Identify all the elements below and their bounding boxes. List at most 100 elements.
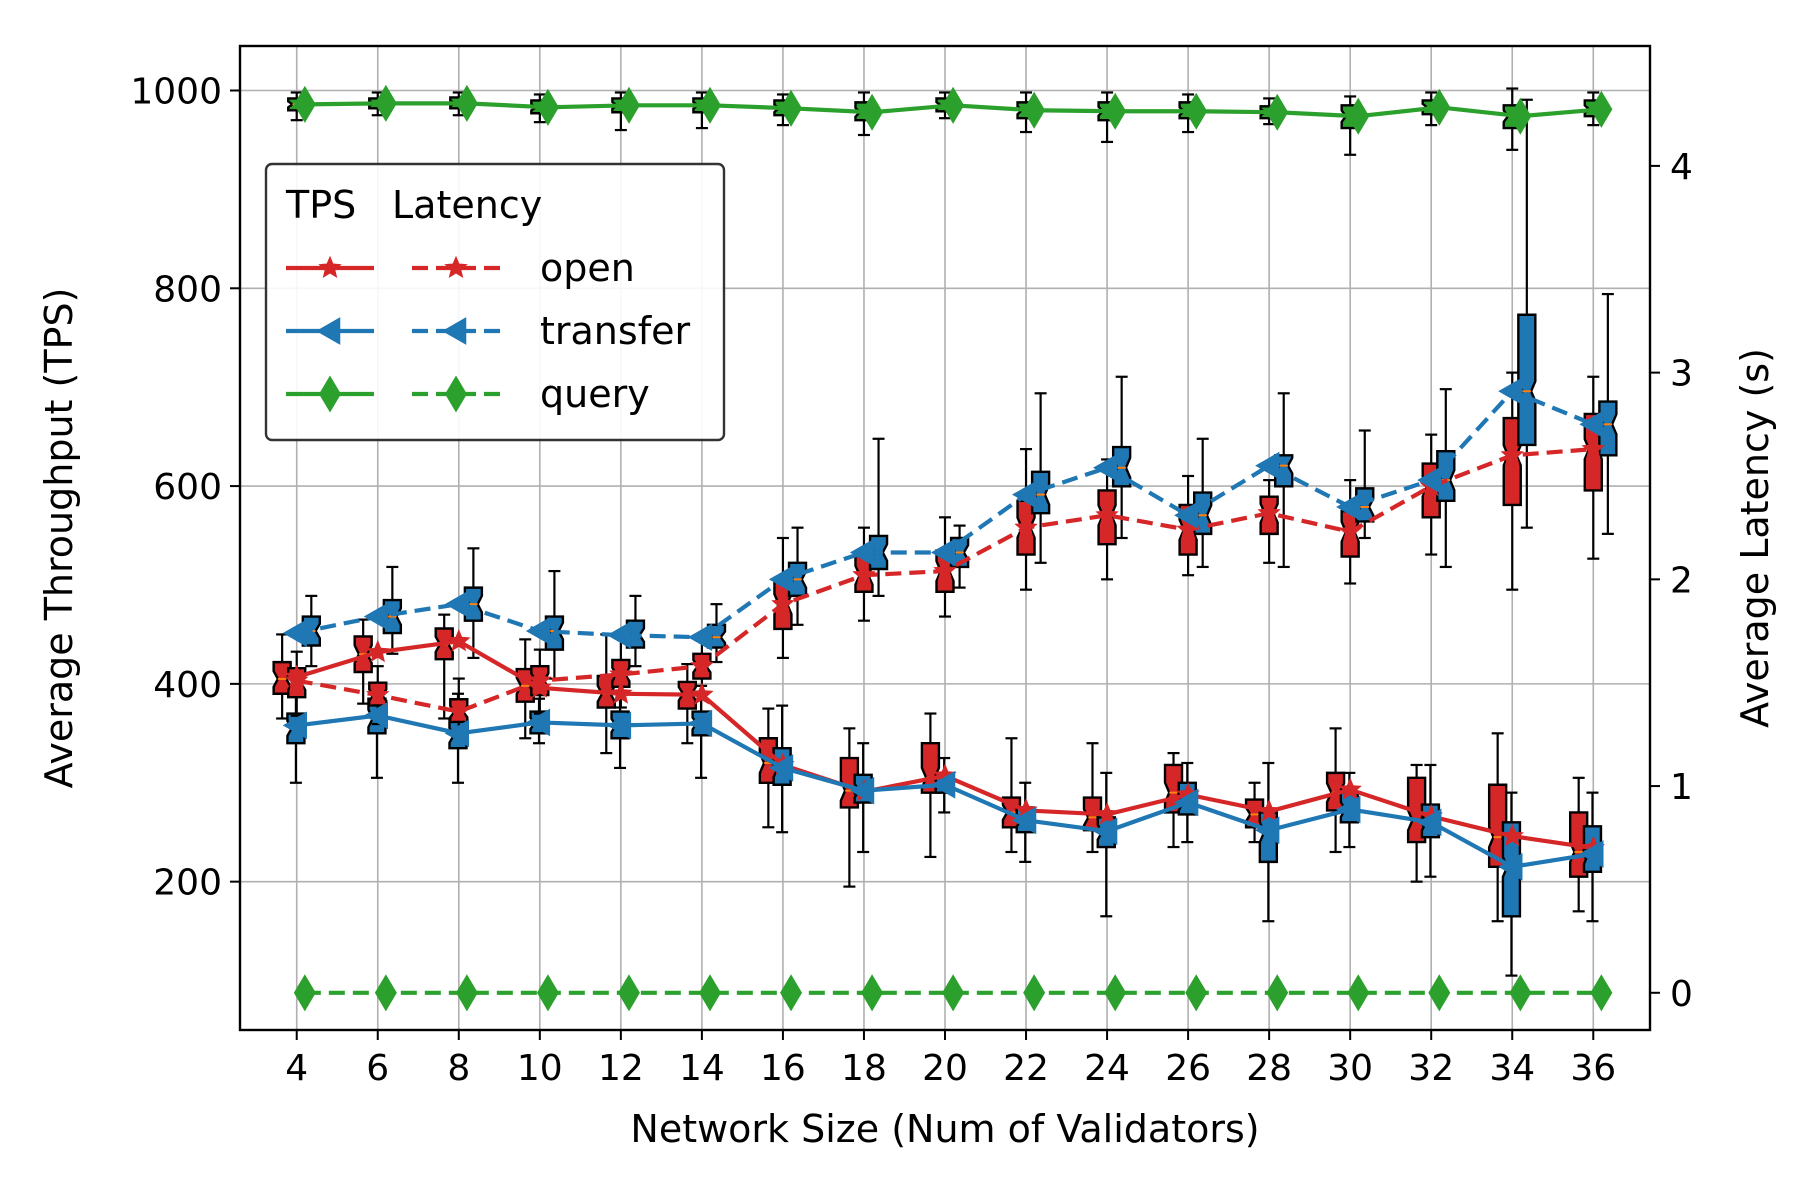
- legend-frame: [264, 162, 726, 442]
- series-point: [930, 770, 956, 799]
- x-tick-label: 26: [1165, 1048, 1211, 1089]
- y-right-tick-label: 4: [1670, 147, 1693, 188]
- series-point: [1257, 500, 1281, 524]
- series-point: [1500, 443, 1524, 466]
- series-point: [1509, 974, 1532, 1012]
- series-point: [1417, 808, 1442, 837]
- series-point: [1095, 802, 1119, 825]
- series-point: [771, 591, 795, 615]
- series-point: [528, 668, 552, 691]
- series-point: [444, 590, 470, 619]
- series-transfer-latency: [282, 377, 1604, 652]
- y-right-tick-label: 2: [1670, 560, 1693, 601]
- series-point: [861, 93, 884, 131]
- series-point: [1104, 974, 1127, 1012]
- series-point: [1023, 974, 1046, 1012]
- series-point: [930, 538, 956, 567]
- series-point: [1338, 519, 1362, 542]
- series-point: [293, 974, 316, 1012]
- legend-marker: [319, 375, 341, 413]
- series-point: [536, 974, 559, 1012]
- series-point: [606, 711, 632, 740]
- series-point: [1590, 974, 1613, 1012]
- series-point: [1347, 97, 1370, 135]
- series-point: [699, 974, 721, 1012]
- series-point: [1579, 840, 1604, 868]
- x-tick-label: 22: [1003, 1048, 1049, 1089]
- y-left-tick-label: 800: [153, 269, 222, 310]
- series-point: [1428, 88, 1451, 126]
- y-right-tick-label: 3: [1670, 354, 1693, 395]
- series-point: [687, 623, 713, 652]
- boxplot-transfer-latency: [301, 98, 1618, 680]
- x-tick-label: 34: [1489, 1048, 1535, 1089]
- series-point: [447, 699, 471, 722]
- series-point: [780, 89, 803, 127]
- series-point: [780, 974, 803, 1012]
- series-point: [1104, 92, 1127, 130]
- boxplot-open-tps: [272, 613, 1589, 923]
- series-point: [444, 719, 470, 748]
- y-axis-left-label: Average Throughput (TPS): [37, 288, 81, 789]
- series-query-latency: [293, 974, 1613, 1012]
- series-point: [1509, 97, 1532, 135]
- series-point: [536, 88, 559, 126]
- x-tick-label: 8: [447, 1048, 470, 1089]
- x-tick-label: 30: [1327, 1048, 1373, 1089]
- series-point: [1174, 501, 1199, 530]
- legend-header-latency: Latency: [392, 183, 542, 227]
- series-point: [282, 619, 307, 647]
- series-point: [455, 974, 478, 1012]
- legend: TPS Latency open transfer query: [264, 162, 726, 442]
- series-point: [1093, 817, 1118, 846]
- series-point: [363, 701, 389, 730]
- legend-marker: [315, 317, 341, 345]
- series-query-tps: [293, 84, 1613, 135]
- y-right-tick-label: 1: [1670, 767, 1693, 808]
- x-tick-label: 24: [1084, 1048, 1130, 1089]
- legend-row-transfer: transfer: [286, 309, 690, 353]
- series-point: [617, 974, 640, 1012]
- x-tick-label: 6: [366, 1048, 389, 1089]
- series-point: [1255, 451, 1280, 480]
- series-point: [699, 86, 721, 124]
- series-point: [1257, 799, 1281, 822]
- series-point: [849, 776, 875, 805]
- series-point: [1266, 974, 1289, 1012]
- series-point: [1498, 852, 1523, 881]
- x-tick-label: 14: [679, 1048, 725, 1089]
- series-point: [1014, 515, 1038, 538]
- series-point: [1347, 974, 1370, 1012]
- series-point: [1338, 777, 1362, 800]
- series-point: [849, 538, 875, 567]
- series-point: [942, 974, 965, 1012]
- series-point: [933, 558, 957, 582]
- x-tick-label: 18: [841, 1048, 887, 1089]
- series-point: [1093, 453, 1118, 482]
- series-point: [525, 708, 551, 737]
- legend-label: query: [540, 372, 650, 416]
- series-transfer-tps: [282, 701, 1604, 881]
- y-left-tick-label: 1000: [130, 72, 222, 113]
- boxplot-transfer-tps: [286, 682, 1603, 977]
- legend-marker: [445, 375, 467, 413]
- series-point: [1266, 93, 1289, 131]
- legend-label: transfer: [540, 309, 690, 353]
- y-right-tick-label: 0: [1670, 974, 1693, 1015]
- series-point: [690, 653, 714, 677]
- legend-header-tps: TPS: [285, 183, 356, 227]
- legend-marker: [441, 317, 467, 345]
- series-point: [768, 754, 794, 782]
- series-point: [447, 628, 471, 652]
- series-point: [1581, 436, 1605, 460]
- y-left-tick-label: 400: [153, 665, 222, 706]
- series-point: [617, 86, 640, 124]
- series-point: [363, 602, 389, 631]
- x-axis-label: Network Size (Num of Validators): [630, 1107, 1259, 1151]
- series-point: [1498, 377, 1523, 406]
- series-point: [1336, 795, 1361, 824]
- axes-layer: 4 6 8 10 12 14 16 18 20 22 24 26 28 30 32 34 36200400600…: [130, 44, 1693, 1089]
- series-point: [606, 621, 632, 650]
